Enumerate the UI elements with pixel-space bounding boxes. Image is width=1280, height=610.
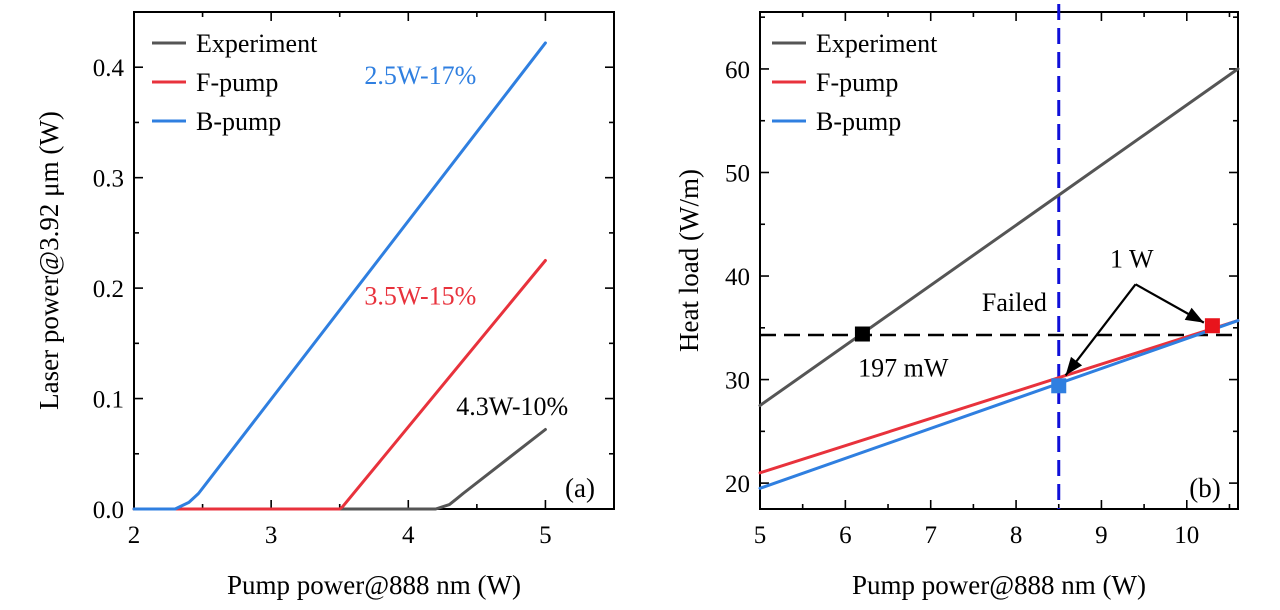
series-line-experiment <box>758 67 1240 407</box>
panel-label: (a) <box>565 473 595 503</box>
y-axis-label: Heat load (W/m) <box>674 169 704 352</box>
arrow-line <box>1064 283 1137 377</box>
panel-label: (b) <box>1189 473 1220 503</box>
legend-label: B-pump <box>816 107 901 136</box>
legend-label: Experiment <box>196 29 318 58</box>
chart-panel-a: 2 3 4 5 0.0 0.1 0.2 0.3 0.4 Pump power@888 nm (W)… <box>34 11 615 600</box>
y-tick-label: 0.2 <box>93 276 124 303</box>
annotation-label: 197 mW <box>858 353 949 382</box>
y-tick-label: 0.0 <box>93 497 124 524</box>
data-marker <box>1204 318 1220 334</box>
x-tick-label: 3 <box>265 522 278 549</box>
y-tick-label: 40 <box>725 264 750 291</box>
x-tick-label: 10 <box>1174 522 1199 549</box>
series-line-f-pump <box>132 259 547 511</box>
y-axis-label: Laser power@3.92 μm (W) <box>34 111 64 410</box>
x-tick-label: 4 <box>402 522 415 549</box>
x-tick-label: 5 <box>539 522 552 549</box>
annotation-label: 3.5W-15% <box>364 282 476 311</box>
annotation-label: 1 W <box>1110 245 1154 274</box>
legend-label: B-pump <box>196 107 281 136</box>
plot-frame <box>759 11 1239 510</box>
series-line-b-pump <box>132 41 547 511</box>
y-tick-label: 30 <box>725 368 750 395</box>
legend-label: F-pump <box>816 68 898 97</box>
x-tick-label: 5 <box>754 522 767 549</box>
arrow-head <box>1184 307 1204 323</box>
y-tick-label: 0.1 <box>93 387 124 414</box>
y-tick-label: 20 <box>725 471 750 498</box>
legend-label: Experiment <box>816 29 938 58</box>
x-tick-label: 7 <box>924 522 937 549</box>
data-marker <box>854 326 870 342</box>
x-tick-label: 8 <box>1010 522 1023 549</box>
x-tick-label: 9 <box>1095 522 1108 549</box>
x-axis-label: Pump power@888 nm (W) <box>227 570 521 600</box>
x-tick-label: 2 <box>128 522 141 549</box>
y-tick-label: 0.4 <box>93 55 125 82</box>
annotation-label: 4.3W-10% <box>456 392 568 421</box>
arrow-head <box>1065 356 1083 376</box>
y-tick-label: 0.3 <box>93 166 124 193</box>
annotation-label: 2.5W-17% <box>364 61 476 90</box>
chart-panel-b: 5 6 7 8 9 10 20 30 40 50 60 Pump power@888 nm (W) He… <box>674 4 1240 600</box>
legend-label: F-pump <box>196 68 278 97</box>
data-marker <box>1051 378 1067 394</box>
x-tick-label: 6 <box>839 522 852 549</box>
y-tick-label: 50 <box>725 160 750 187</box>
annotation-label: Failed <box>982 288 1047 317</box>
series-line-f-pump <box>758 319 1240 475</box>
series-line-experiment <box>132 428 547 511</box>
y-tick-label: 60 <box>725 57 750 84</box>
series-line-b-pump <box>758 319 1240 490</box>
x-axis-label: Pump power@888 nm (W) <box>852 570 1146 600</box>
